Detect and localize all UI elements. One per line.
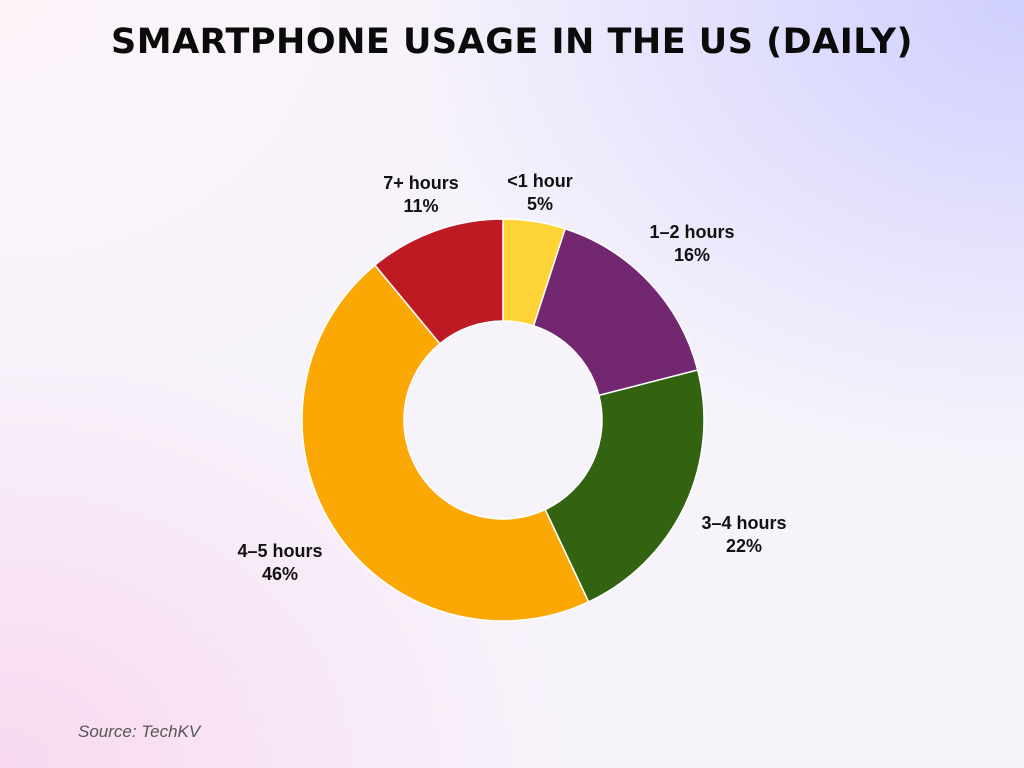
slice-label: 3–4 hours 22% [701, 513, 786, 556]
slice-category-label: 4–5 hours [237, 541, 322, 561]
slice-category-label: 1–2 hours [649, 222, 734, 242]
donut-slice [301, 264, 590, 622]
slice-value-label: 22% [726, 536, 762, 556]
slice-value-label: 16% [674, 245, 710, 265]
slice-labels: <1 hour 5% 1–2 hours 16% 3–4 hours 22% 4–5 hou… [237, 171, 786, 584]
slice-value-label: 5% [527, 194, 553, 214]
slice-value-label: 46% [262, 564, 298, 584]
slice-label: 1–2 hours 16% [649, 222, 734, 265]
slice-category-label: <1 hour [507, 171, 573, 191]
slice-label: 7+ hours 11% [383, 173, 459, 216]
slice-label: <1 hour 5% [507, 171, 573, 214]
slice-value-label: 11% [403, 196, 438, 216]
donut-slices [301, 218, 705, 622]
slice-label: 4–5 hours 46% [237, 541, 322, 584]
slice-category-label: 3–4 hours [701, 513, 786, 533]
donut-slice [532, 227, 699, 397]
slice-category-label: 7+ hours [383, 173, 459, 193]
donut-slice [373, 218, 504, 345]
donut-slice [544, 369, 705, 603]
chart-title: SMARTPHONE USAGE IN THE US (DAILY) [111, 22, 913, 62]
source-note: Source: TechKV [78, 722, 201, 741]
